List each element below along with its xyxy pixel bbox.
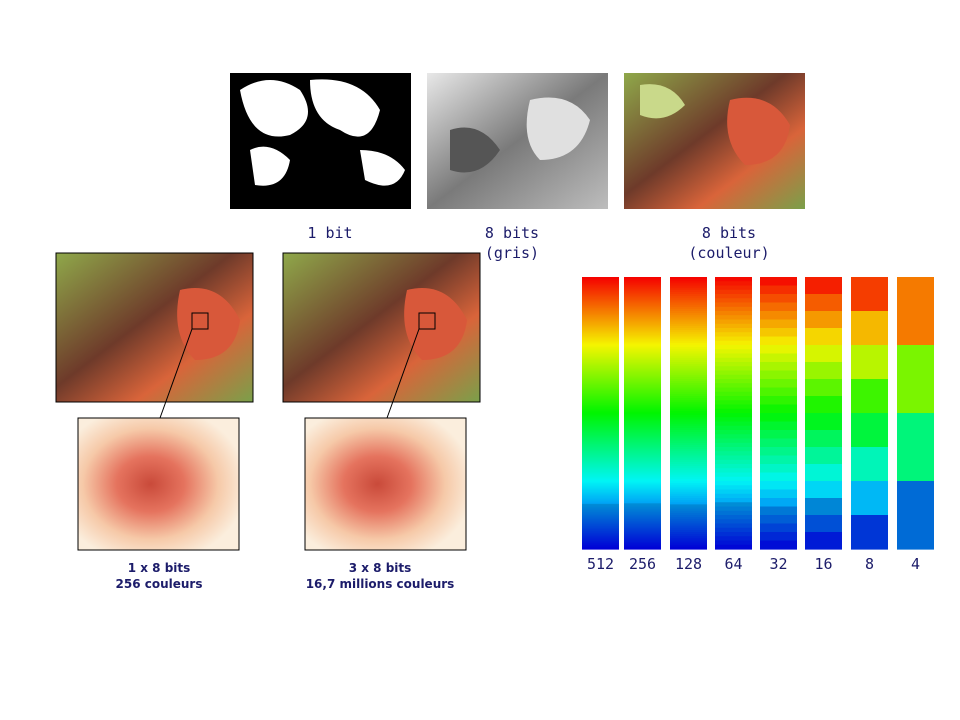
gradient-bar [582,277,619,550]
gradient-bar [760,277,797,550]
level-label: 64 [724,555,742,573]
image-256 [55,252,254,551]
zoom-caption: 3 x 8 bits [349,561,412,575]
image-label: 8 bits [485,224,539,242]
zoom-caption: 256 couleurs [116,577,203,591]
image-label: (couleur) [688,244,769,262]
gradient-bar [805,277,842,550]
gradient-bar [624,277,661,550]
level-label: 512 [587,555,614,573]
level-label: 16 [814,555,832,573]
image-label: (gris) [485,244,539,262]
level-label: 256 [629,555,656,573]
level-label: 4 [911,555,920,573]
zoom-caption: 16,7 millions couleurs [306,577,455,591]
level-label: 128 [675,555,702,573]
image-16m [282,252,481,551]
gradient-bar [715,277,752,550]
gradient-bar [897,277,934,550]
gradient-bar [851,277,888,550]
level-label: 8 [865,555,874,573]
image-1bit [230,73,411,209]
level-label: 32 [769,555,787,573]
gradient-bar [670,277,707,550]
image-label: 8 bits [702,224,756,242]
image-gray [427,73,608,209]
image-label: 1 bit [307,224,352,242]
zoom-caption: 1 x 8 bits [128,561,191,575]
image-color [624,73,805,209]
